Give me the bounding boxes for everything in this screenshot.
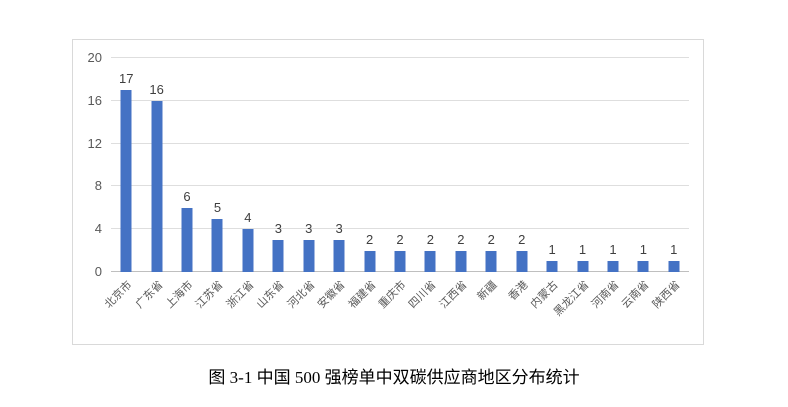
gridline bbox=[111, 57, 689, 58]
gridline bbox=[111, 228, 689, 230]
bar bbox=[211, 218, 223, 272]
bar-column: 17 北京市 bbox=[103, 58, 141, 311]
figure-caption: 图 3-1 中国 500 强榜单中双碳供应商地区分布统计 bbox=[208, 368, 580, 387]
bar-value-label: 17 bbox=[118, 71, 134, 87]
bar-column: 1 黑龙江省 bbox=[551, 58, 597, 319]
bar bbox=[668, 261, 680, 272]
bar-column: 2 新疆 bbox=[476, 58, 506, 303]
bar bbox=[546, 261, 558, 272]
bar bbox=[364, 250, 376, 272]
bar bbox=[394, 250, 406, 272]
x-axis-category-label: 广东省 bbox=[133, 279, 166, 311]
y-axis-tick-label: 0 bbox=[94, 264, 102, 279]
bar bbox=[607, 261, 619, 272]
x-axis-category-label: 江西省 bbox=[437, 279, 470, 311]
gridline bbox=[111, 185, 689, 187]
bar-column: 2 香港 bbox=[506, 58, 536, 303]
x-axis-category-label: 新疆 bbox=[475, 279, 500, 304]
gridline bbox=[111, 99, 689, 101]
bar-value-label: 2 bbox=[487, 231, 495, 247]
bar bbox=[303, 239, 315, 272]
bar-value-label: 2 bbox=[457, 231, 465, 247]
x-axis-category-label: 北京市 bbox=[102, 279, 135, 311]
bar bbox=[181, 207, 193, 272]
bar-column: 1 河南省 bbox=[590, 58, 628, 311]
bar-value-label: 2 bbox=[365, 231, 374, 247]
bar-chart: 0 4 8 12 16 20 17 北京市 16 广东省 6 上海市 5 江苏省 4 浙江省 3 山东省 3 河北省 3… bbox=[72, 39, 704, 345]
x-axis-category-label: 陕西省 bbox=[650, 279, 683, 311]
gridline bbox=[111, 142, 689, 144]
x-axis-category-label: 安徽省 bbox=[315, 279, 348, 311]
bar-column: 3 河北省 bbox=[285, 58, 324, 310]
bar-value-label: 6 bbox=[183, 188, 191, 204]
bar-value-label: 1 bbox=[639, 242, 647, 258]
x-axis-category-label: 浙江省 bbox=[224, 279, 257, 311]
x-axis-category-label: 四川省 bbox=[407, 279, 439, 311]
y-axis-tick-label: 8 bbox=[94, 178, 102, 194]
x-axis-category-label: 山东省 bbox=[254, 279, 287, 311]
bar-value-label: 1 bbox=[548, 242, 556, 258]
bar-value-label: 4 bbox=[244, 210, 252, 226]
bar-column: 1 陕西省 bbox=[650, 58, 689, 311]
bar-value-label: 2 bbox=[426, 231, 435, 247]
bar-column: 16 广东省 bbox=[133, 58, 171, 311]
bar-series: 17 北京市 16 广东省 6 上海市 5 江苏省 4 浙江省 3 山东省 3 河北省 3 安徽省 2 福建省 2 重… bbox=[103, 58, 689, 319]
bar bbox=[637, 261, 649, 272]
x-axis-category-label: 江苏省 bbox=[194, 279, 226, 311]
bar-column: 2 重庆市 bbox=[377, 58, 415, 311]
bar bbox=[485, 250, 497, 272]
bar-column: 2 江西省 bbox=[438, 58, 476, 311]
bar bbox=[516, 250, 528, 272]
x-axis-category-label: 河北省 bbox=[285, 279, 318, 311]
bar bbox=[272, 239, 284, 272]
bar-value-label: 16 bbox=[149, 81, 164, 97]
bar-column: 3 安徽省 bbox=[316, 58, 354, 310]
bar-column: 4 浙江省 bbox=[225, 58, 263, 311]
y-axis-tick-label: 12 bbox=[87, 135, 102, 151]
bar bbox=[242, 229, 254, 272]
y-axis-tick-label: 4 bbox=[94, 221, 102, 237]
x-axis-category-label: 香港 bbox=[506, 279, 531, 304]
bar bbox=[424, 250, 436, 272]
x-axis-category-label: 上海市 bbox=[163, 279, 196, 311]
bar-column: 3 山东省 bbox=[255, 58, 293, 310]
bar bbox=[120, 90, 132, 272]
plot-area: 0 4 8 12 16 20 17 北京市 16 广东省 6 上海市 5 江苏省 4 浙江省 3 山东省 3 河北省 3… bbox=[88, 51, 689, 319]
y-axis-tick-label: 16 bbox=[87, 92, 102, 108]
bar-value-label: 1 bbox=[578, 242, 587, 258]
x-axis-category-label: 福建省 bbox=[346, 279, 379, 311]
bar bbox=[577, 261, 589, 272]
bar-column: 1 云南省 bbox=[620, 58, 658, 311]
bar-value-label: 2 bbox=[396, 231, 404, 247]
x-axis-category-label: 重庆市 bbox=[376, 279, 409, 311]
bar-value-label: 3 bbox=[335, 220, 343, 236]
x-axis-category-label: 云南省 bbox=[620, 279, 652, 311]
bar-value-label: 1 bbox=[609, 242, 617, 258]
bar-value-label: 2 bbox=[518, 231, 526, 247]
bar-value-label: 5 bbox=[213, 199, 222, 215]
bar bbox=[455, 250, 467, 272]
bar-column: 2 四川省 bbox=[407, 58, 445, 311]
bar bbox=[151, 100, 163, 272]
bar bbox=[333, 239, 345, 272]
bar-column: 6 上海市 bbox=[164, 58, 202, 311]
bar-column: 1 内蒙古 bbox=[529, 58, 567, 311]
bar-column: 2 福建省 bbox=[346, 58, 384, 311]
bar-value-label: 1 bbox=[670, 242, 678, 258]
y-axis-tick-label: 20 bbox=[87, 50, 102, 65]
bar-value-label: 3 bbox=[274, 220, 282, 236]
x-axis-category-label: 河南省 bbox=[589, 279, 622, 311]
bar-column: 5 江苏省 bbox=[194, 58, 232, 311]
bar-value-label: 3 bbox=[305, 220, 313, 236]
